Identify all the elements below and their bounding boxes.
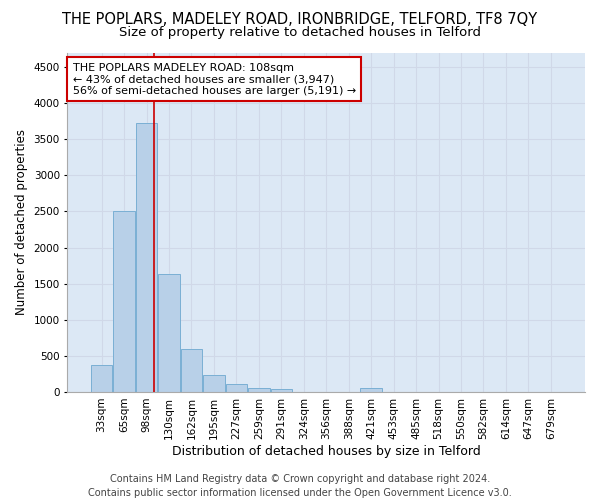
Bar — [361, 388, 382, 392]
Bar — [158, 274, 179, 392]
Text: Size of property relative to detached houses in Telford: Size of property relative to detached ho… — [119, 26, 481, 39]
Bar — [181, 350, 202, 392]
Bar — [203, 376, 224, 392]
X-axis label: Distribution of detached houses by size in Telford: Distribution of detached houses by size … — [172, 444, 481, 458]
Bar — [136, 122, 157, 392]
Bar — [113, 210, 135, 392]
Text: THE POPLARS, MADELEY ROAD, IRONBRIDGE, TELFORD, TF8 7QY: THE POPLARS, MADELEY ROAD, IRONBRIDGE, T… — [62, 12, 538, 28]
Bar — [271, 390, 292, 392]
Text: Contains HM Land Registry data © Crown copyright and database right 2024.
Contai: Contains HM Land Registry data © Crown c… — [88, 474, 512, 498]
Y-axis label: Number of detached properties: Number of detached properties — [15, 129, 28, 315]
Text: THE POPLARS MADELEY ROAD: 108sqm
← 43% of detached houses are smaller (3,947)
56: THE POPLARS MADELEY ROAD: 108sqm ← 43% o… — [73, 62, 356, 96]
Bar — [226, 384, 247, 392]
Bar — [248, 388, 269, 392]
Bar — [91, 365, 112, 392]
